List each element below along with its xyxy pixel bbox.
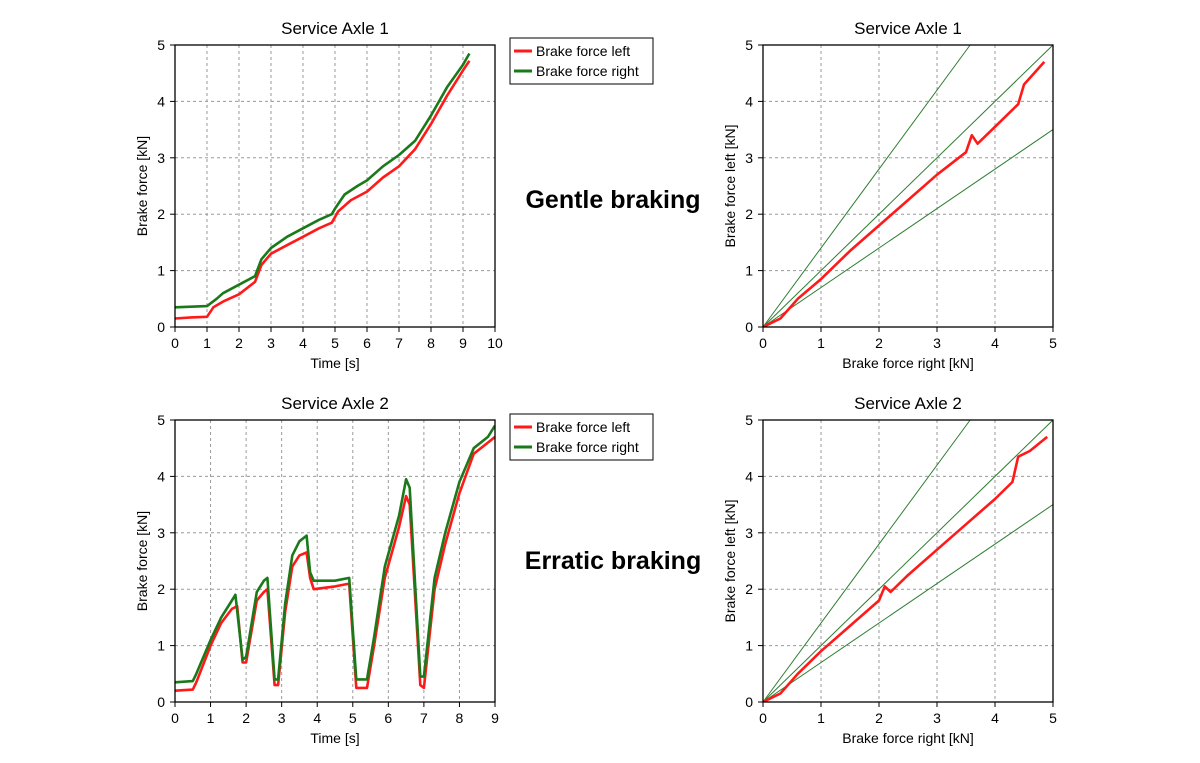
series-line-right xyxy=(175,52,471,309)
chart-title: Service Axle 2 xyxy=(281,394,389,413)
series-line-right xyxy=(175,424,495,684)
x-tick-label: 0 xyxy=(171,710,179,726)
x-tick-label: 5 xyxy=(1049,710,1057,726)
y-tick-label: 2 xyxy=(157,581,165,597)
x-tick-label: 0 xyxy=(759,335,767,351)
annotation-erratic-braking: Erratic braking xyxy=(525,547,701,575)
x-tick-label: 6 xyxy=(384,710,392,726)
y-tick-label: 5 xyxy=(745,37,753,53)
x-tick-label: 8 xyxy=(456,710,464,726)
reference-line-2 xyxy=(762,419,1054,703)
x-tick-label: 1 xyxy=(817,335,825,351)
legend-label: Brake force right xyxy=(536,439,639,455)
x-tick-label: 10 xyxy=(487,335,503,351)
x-axis-label: Brake force right [kN] xyxy=(842,730,974,746)
x-tick-label: 2 xyxy=(242,710,250,726)
y-tick-label: 0 xyxy=(745,319,753,335)
y-tick-label: 0 xyxy=(157,694,165,710)
chart-title: Service Axle 2 xyxy=(854,394,962,413)
x-tick-label: 0 xyxy=(759,710,767,726)
x-tick-label: 6 xyxy=(363,335,371,351)
legend-box xyxy=(509,37,654,85)
x-tick-label: 1 xyxy=(817,710,825,726)
reference-line-3 xyxy=(762,129,1054,328)
y-axis-label: Brake force [kN] xyxy=(134,136,150,236)
y-tick-label: 5 xyxy=(745,412,753,428)
legend: Brake force left Brake force right xyxy=(509,413,654,461)
series-line-left xyxy=(175,60,471,320)
reference-line-1 xyxy=(762,44,971,328)
y-axis-label: Brake force left [kN] xyxy=(722,125,738,248)
chart-bl: Service Axle 2 0 1 2 3 4 5 6 7 8 9 0 1 2 3 4 5 Time [s] Br… xyxy=(134,394,654,746)
x-tick-label: 7 xyxy=(395,335,403,351)
y-tick-label: 4 xyxy=(157,93,165,109)
y-tick-label: 2 xyxy=(745,581,753,597)
plot-frame xyxy=(762,419,1054,703)
x-tick-label: 1 xyxy=(207,710,215,726)
y-tick-label: 3 xyxy=(157,525,165,541)
x-tick-label: 4 xyxy=(991,710,999,726)
y-tick-label: 4 xyxy=(745,468,753,484)
x-axis-label: Time [s] xyxy=(310,730,359,746)
x-axis-label: Brake force right [kN] xyxy=(842,355,974,371)
y-tick-label: 4 xyxy=(745,93,753,109)
plot-frame xyxy=(762,44,1054,328)
y-tick-label: 1 xyxy=(745,638,753,654)
chart-title: Service Axle 1 xyxy=(854,19,962,38)
series-line-left xyxy=(763,435,1049,702)
chart-tl: Service Axle 1 0 1 2 3 4 5 6 7 8 9 10 0 1 2 3 4 5 Time [s]… xyxy=(134,19,654,371)
x-tick-label: 9 xyxy=(459,335,467,351)
series-line-left xyxy=(763,61,1046,327)
legend-box xyxy=(509,413,654,461)
chart-title: Service Axle 1 xyxy=(281,19,389,38)
chart-tr: Service Axle 1 0 1 2 3 4 5 0 1 2 3 4 5 Brake force ri… xyxy=(722,19,1057,371)
legend-label: Brake force left xyxy=(536,43,630,59)
legend-label: Brake force left xyxy=(536,419,630,435)
x-tick-label: 5 xyxy=(331,335,339,351)
x-axis-label: Time [s] xyxy=(310,355,359,371)
x-tick-label: 2 xyxy=(875,335,883,351)
x-tick-label: 3 xyxy=(933,335,941,351)
x-tick-label: 3 xyxy=(278,710,286,726)
x-tick-label: 0 xyxy=(171,335,179,351)
reference-line-1 xyxy=(762,419,971,703)
x-tick-label: 3 xyxy=(933,710,941,726)
x-tick-label: 4 xyxy=(991,335,999,351)
reference-line-3 xyxy=(762,504,1054,703)
x-tick-label: 2 xyxy=(235,335,243,351)
x-tick-label: 9 xyxy=(491,710,499,726)
x-tick-label: 3 xyxy=(267,335,275,351)
y-axis-label: Brake force left [kN] xyxy=(722,500,738,623)
y-tick-label: 1 xyxy=(157,638,165,654)
annotation-gentle-braking: Gentle braking xyxy=(525,186,700,214)
y-tick-label: 2 xyxy=(157,206,165,222)
y-tick-label: 5 xyxy=(157,412,165,428)
y-axis-label: Brake force [kN] xyxy=(134,511,150,611)
y-tick-label: 4 xyxy=(157,468,165,484)
y-tick-label: 5 xyxy=(157,37,165,53)
y-tick-label: 1 xyxy=(745,263,753,279)
y-tick-label: 3 xyxy=(745,150,753,166)
legend: Brake force left Brake force right xyxy=(509,37,654,85)
x-tick-label: 2 xyxy=(875,710,883,726)
series-line-left xyxy=(175,435,495,692)
y-tick-label: 1 xyxy=(157,263,165,279)
y-tick-label: 2 xyxy=(745,206,753,222)
x-tick-label: 8 xyxy=(427,335,435,351)
x-tick-label: 1 xyxy=(203,335,211,351)
legend-label: Brake force right xyxy=(536,63,639,79)
reference-line-2 xyxy=(762,44,1054,328)
y-tick-label: 3 xyxy=(745,525,753,541)
x-tick-label: 4 xyxy=(299,335,307,351)
y-tick-label: 0 xyxy=(745,694,753,710)
chart-br: Service Axle 2 0 1 2 3 4 5 0 1 2 3 4 5 Brake force ri… xyxy=(722,394,1057,746)
x-tick-label: 5 xyxy=(1049,335,1057,351)
y-tick-label: 0 xyxy=(157,319,165,335)
x-tick-label: 4 xyxy=(313,710,321,726)
y-tick-label: 3 xyxy=(157,150,165,166)
x-tick-label: 5 xyxy=(349,710,357,726)
plot-frame xyxy=(174,419,496,703)
x-tick-label: 7 xyxy=(420,710,428,726)
